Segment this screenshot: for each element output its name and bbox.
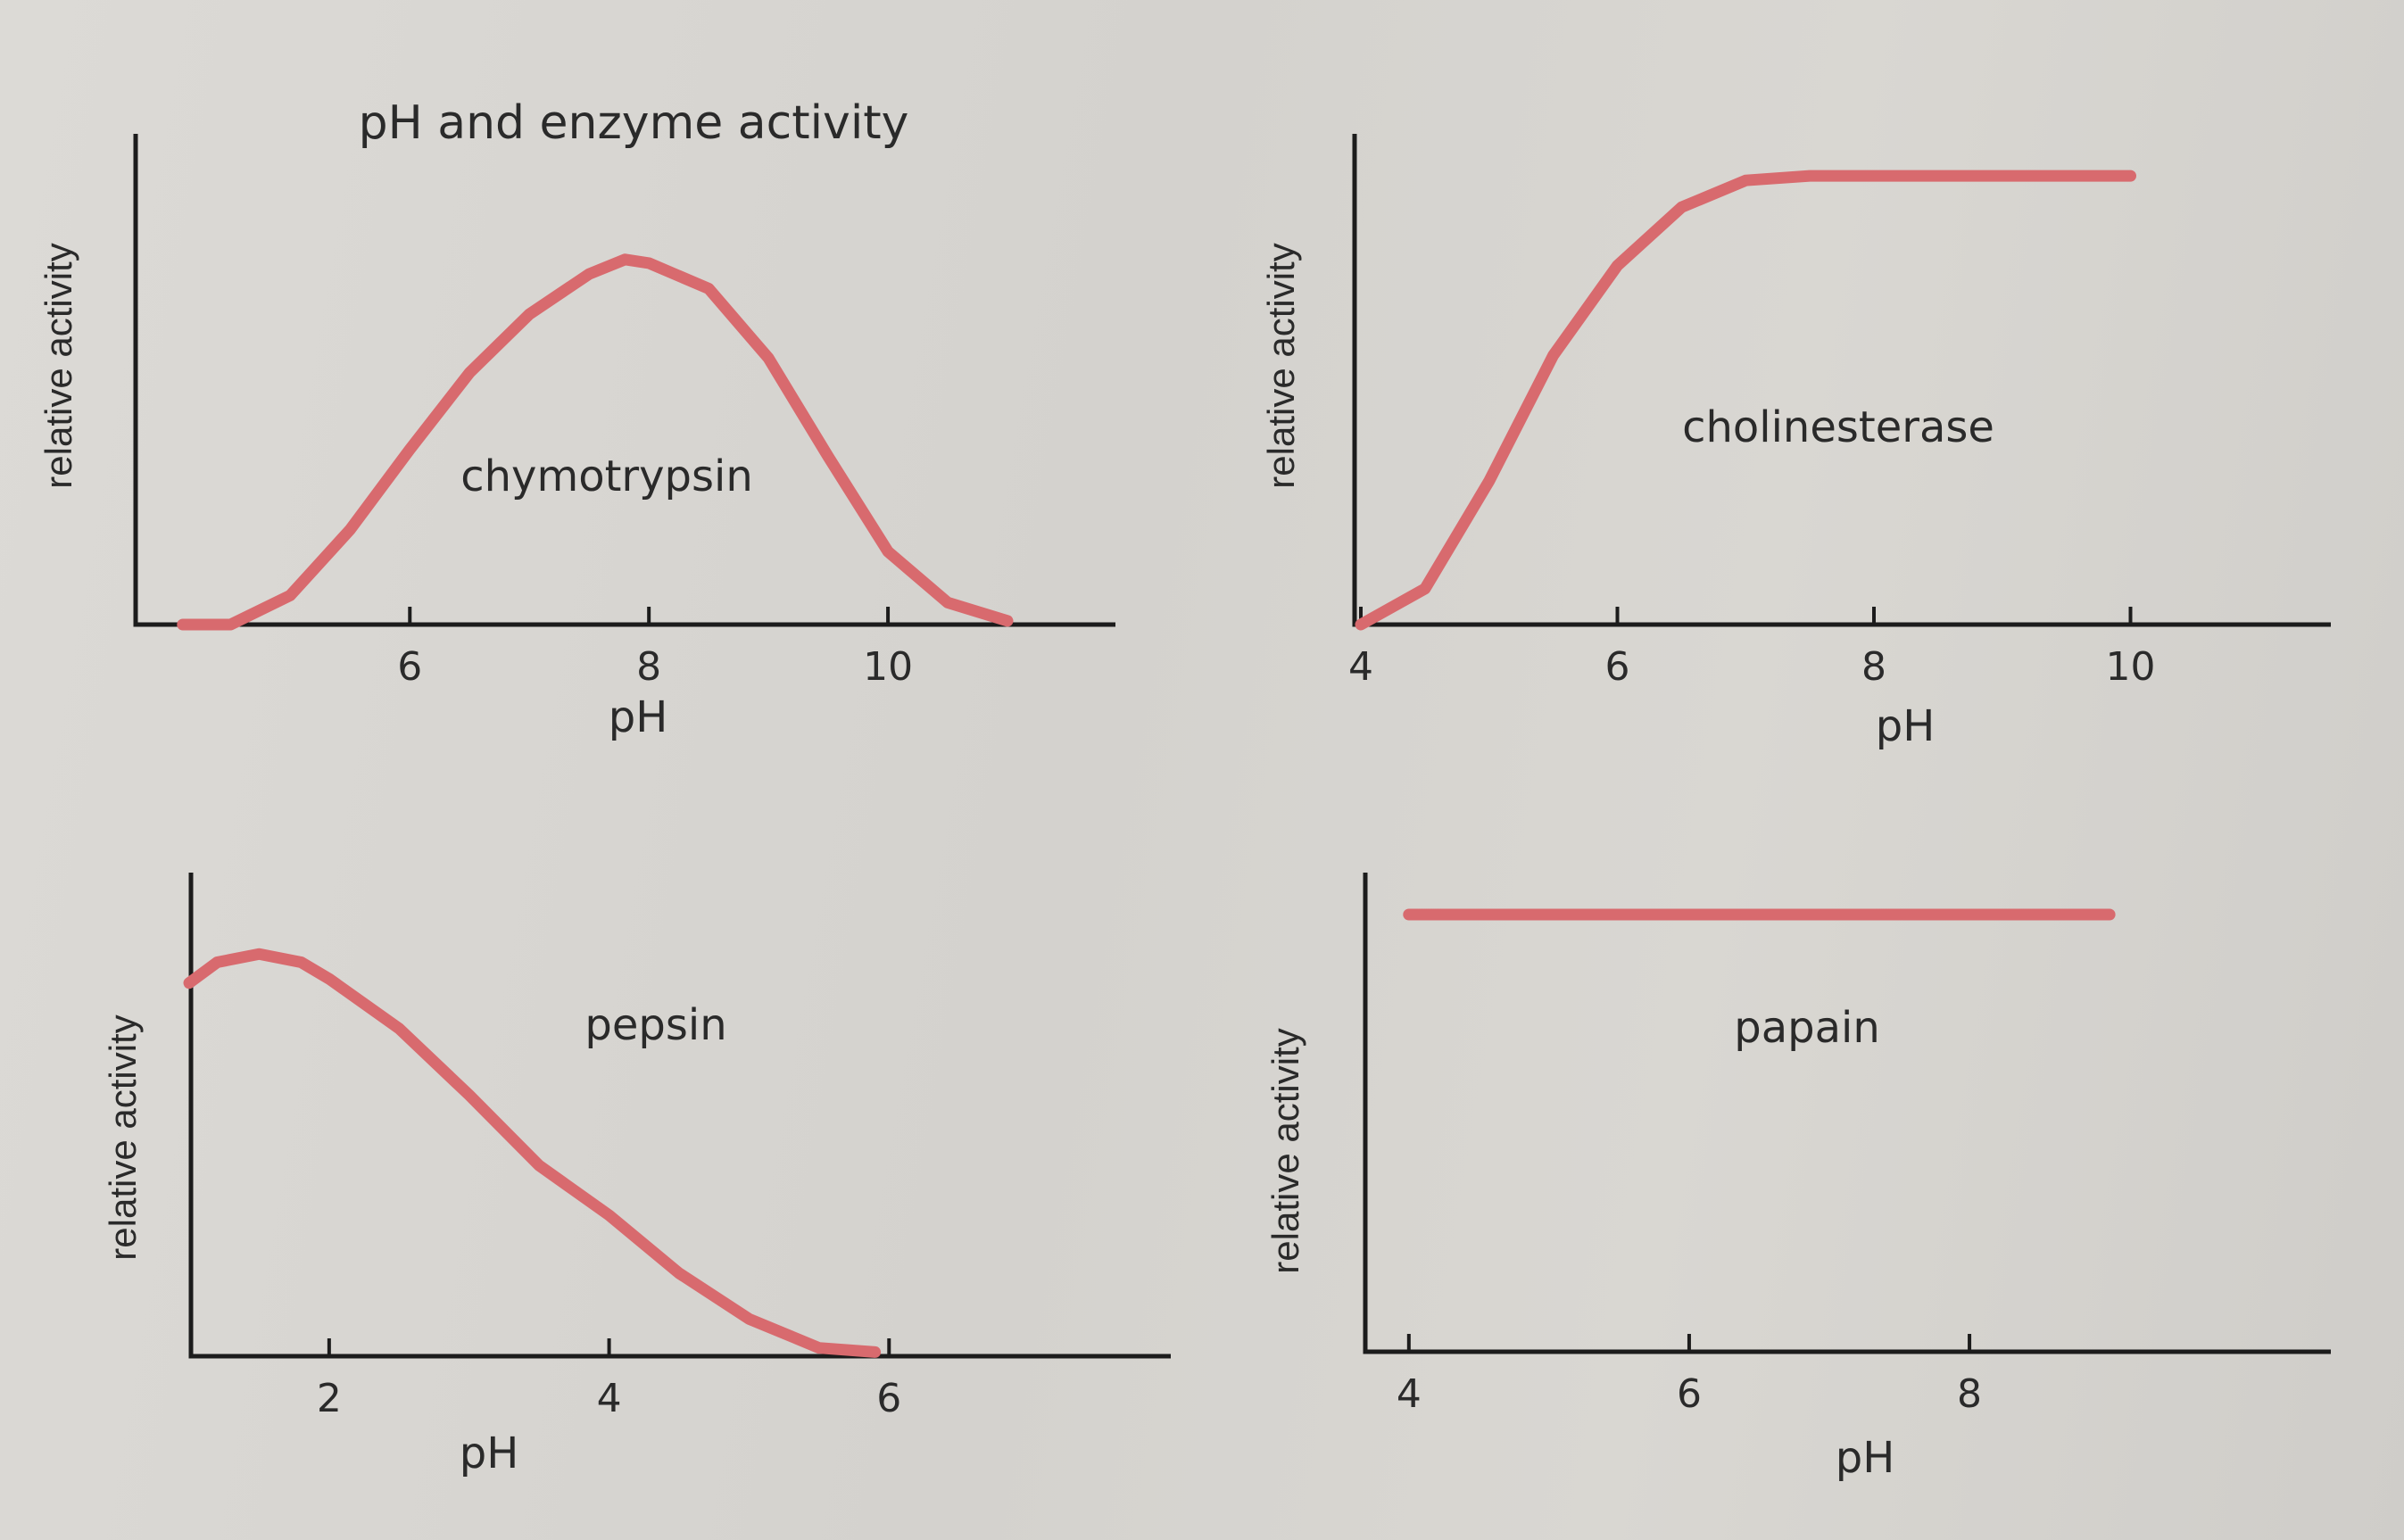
series-line-pepsin: [183, 948, 882, 1358]
y-axis-label: relative activity: [1260, 243, 1302, 488]
series-label: chymotrypsin: [460, 451, 753, 501]
x-axis-label: pH: [460, 1428, 519, 1478]
x-tick-label: 6: [397, 644, 422, 690]
chart-panel-1: 6 8 10 chymotrypsin pH relative activity pH an…: [37, 96, 1115, 742]
axis-lines: [1363, 873, 2331, 1354]
series-label: pepsin: [584, 1000, 726, 1050]
x-tick-label: 10: [863, 644, 913, 690]
x-axis-label: pH: [1836, 1433, 1895, 1483]
x-axis-label: pH: [609, 692, 668, 742]
x-tick-label: 8: [1957, 1371, 1982, 1417]
series-label: papain: [1734, 1003, 1880, 1053]
chart-panel-3: 2 4 6 pepsin pH relative activity: [102, 873, 1171, 1478]
axis-lines: [188, 873, 1171, 1359]
y-axis-label: relative activity: [102, 1014, 144, 1260]
x-tick-label: 4: [597, 1376, 622, 1421]
y-axis-label: relative activity: [37, 243, 79, 488]
chart-title: pH and enzyme activity: [359, 96, 909, 150]
axis-lines: [1352, 134, 2331, 627]
axis-lines: [133, 134, 1115, 627]
x-tick-label: 10: [2106, 644, 2156, 690]
y-axis-label: relative activity: [1264, 1028, 1306, 1273]
x-tick-label: 8: [1861, 644, 1886, 690]
series-line-cholinesterase: [1355, 170, 2136, 631]
x-tick-label: 4: [1348, 644, 1373, 690]
x-axis-label: pH: [1876, 701, 1936, 751]
chart-panel-2: 4 6 8 10 cholinesterase pH relative activity: [1260, 134, 2331, 751]
x-tick-label: 6: [1605, 644, 1630, 690]
x-tick-label: 6: [1677, 1371, 1702, 1417]
x-tick-label: 6: [876, 1376, 901, 1421]
chart-panel-4: 4 6 8 papain pH relative activity: [1264, 873, 2331, 1483]
series-line-chymotrypsin: [177, 253, 1014, 631]
series-label: cholinesterase: [1682, 402, 1994, 452]
x-tick-label: 4: [1397, 1371, 1422, 1417]
x-tick-label: 8: [636, 644, 661, 690]
x-tick-label: 2: [317, 1376, 342, 1421]
